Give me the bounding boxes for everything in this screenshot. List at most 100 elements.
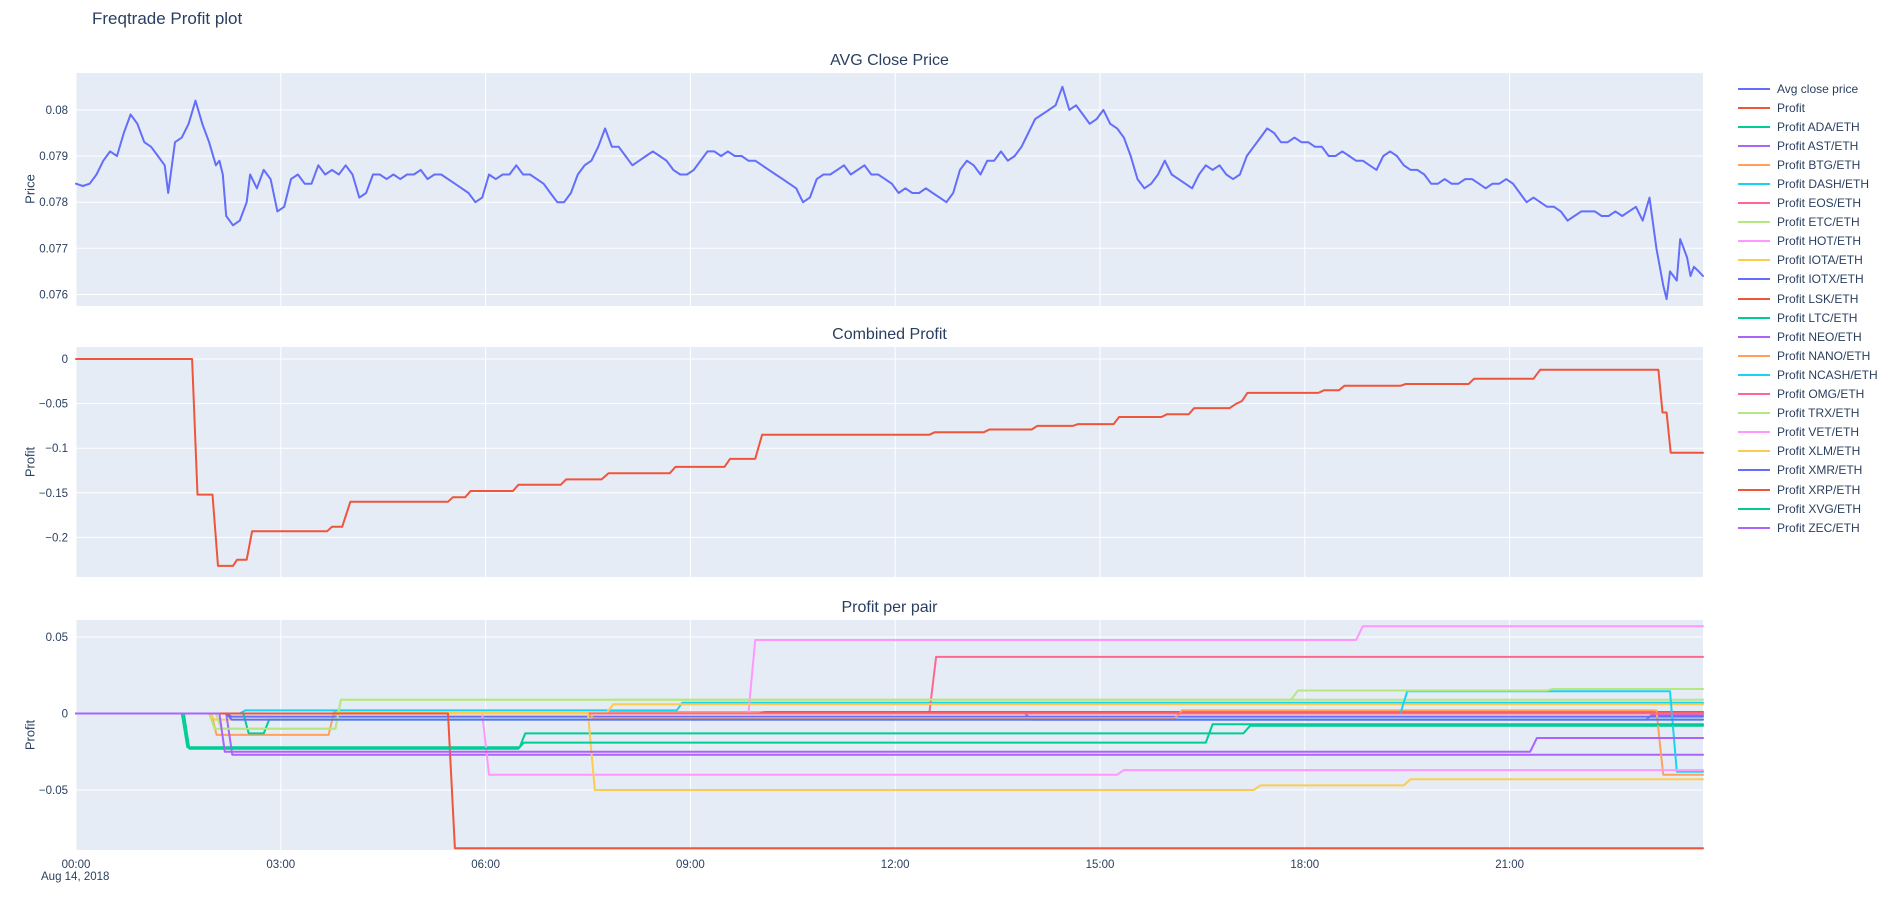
y-tick-label: −0.05 xyxy=(39,785,68,797)
legend-label: Profit EOS/ETH xyxy=(1777,196,1862,211)
legend-item-avg-close-price[interactable]: Avg close price xyxy=(1738,79,1878,98)
series-line-profit xyxy=(75,358,1704,567)
legend-label: Profit IOTA/ETH xyxy=(1777,253,1863,268)
legend-label: Profit IOTX/ETH xyxy=(1777,272,1864,287)
legend-line-swatch xyxy=(1738,393,1770,396)
legend-label: Profit XLM/ETH xyxy=(1777,444,1861,459)
legend-item-profit-omg-eth[interactable]: Profit OMG/ETH xyxy=(1738,385,1878,404)
legend-label: Profit ZEC/ETH xyxy=(1777,520,1860,535)
legend-item-profit-nano-eth[interactable]: Profit NANO/ETH xyxy=(1738,346,1878,365)
legend-line-swatch xyxy=(1738,373,1770,376)
legend-label: Profit ADA/ETH xyxy=(1777,119,1860,134)
legend-line-swatch xyxy=(1738,431,1770,434)
legend-line-swatch xyxy=(1738,469,1770,472)
x-tick-label: 09:00 xyxy=(676,859,705,871)
x-tick-label: 15:00 xyxy=(1086,859,1115,871)
legend-item-profit[interactable]: Profit xyxy=(1738,98,1878,117)
y-tick-label: 0.05 xyxy=(46,632,68,644)
legend-item-profit-neo-eth[interactable]: Profit NEO/ETH xyxy=(1738,327,1878,346)
y-tick-label: 0.076 xyxy=(39,290,68,302)
series-line-profit-xrp-eth xyxy=(75,712,1704,850)
legend-line-swatch xyxy=(1738,335,1770,338)
y-tick-label: 0.077 xyxy=(39,243,68,255)
legend-line-swatch xyxy=(1738,125,1770,128)
legend-label: Profit NEO/ETH xyxy=(1777,329,1862,344)
subplot-title-avg-close-price: AVG Close Price xyxy=(830,52,949,69)
x-tick-label: 00:00 xyxy=(62,859,91,871)
legend-item-profit-hot-eth[interactable]: Profit HOT/ETH xyxy=(1738,232,1878,251)
legend-item-profit-ncash-eth[interactable]: Profit NCASH/ETH xyxy=(1738,365,1878,384)
x-axis-date-label: Aug 14, 2018 xyxy=(41,871,110,883)
legend-item-profit-xrp-eth[interactable]: Profit XRP/ETH xyxy=(1738,480,1878,499)
series-line-profit-trx-eth xyxy=(75,688,1704,730)
legend-label: Profit BTG/ETH xyxy=(1777,157,1861,172)
legend-item-profit-zec-eth[interactable]: Profit ZEC/ETH xyxy=(1738,518,1878,537)
legend-label: Profit AST/ETH xyxy=(1777,138,1859,153)
legend-item-profit-ada-eth[interactable]: Profit ADA/ETH xyxy=(1738,117,1878,136)
y-tick-label: 0.079 xyxy=(39,151,68,163)
legend-label: Profit XVG/ETH xyxy=(1777,501,1862,516)
legend-line-swatch xyxy=(1738,163,1770,166)
legend: Avg close price Profit Profit ADA/ETH Profi… xyxy=(1738,79,1878,537)
legend-item-profit-trx-eth[interactable]: Profit TRX/ETH xyxy=(1738,404,1878,423)
legend-item-profit-btg-eth[interactable]: Profit BTG/ETH xyxy=(1738,155,1878,174)
legend-item-profit-dash-eth[interactable]: Profit DASH/ETH xyxy=(1738,174,1878,193)
legend-item-profit-iotx-eth[interactable]: Profit IOTX/ETH xyxy=(1738,270,1878,289)
legend-label: Profit NCASH/ETH xyxy=(1777,367,1878,382)
legend-label: Profit HOT/ETH xyxy=(1777,234,1862,249)
plot-background xyxy=(76,347,1703,577)
legend-item-profit-etc-eth[interactable]: Profit ETC/ETH xyxy=(1738,213,1878,232)
series-line-profit-xlm-eth xyxy=(75,712,1704,791)
legend-item-profit-xvg-eth[interactable]: Profit XVG/ETH xyxy=(1738,499,1878,518)
y-tick-label: −0.05 xyxy=(39,399,68,411)
series-line-profit-ada-eth xyxy=(75,712,1704,749)
y-tick-label: 0 xyxy=(62,709,68,721)
y-tick-label: 0.078 xyxy=(39,197,68,209)
legend-label: Profit DASH/ETH xyxy=(1777,177,1870,192)
legend-item-profit-vet-eth[interactable]: Profit VET/ETH xyxy=(1738,423,1878,442)
y-tick-label: 0.08 xyxy=(46,105,68,117)
x-tick-label: 06:00 xyxy=(471,859,500,871)
series-line-profit-zec-eth xyxy=(75,712,1704,753)
y-tick-label: −0.15 xyxy=(39,488,68,500)
legend-label: Profit XMR/ETH xyxy=(1777,463,1863,478)
legend-label: Avg close price xyxy=(1777,81,1859,96)
legend-label: Profit ETC/ETH xyxy=(1777,215,1860,230)
legend-line-swatch xyxy=(1738,240,1770,243)
plot-background xyxy=(76,620,1703,850)
legend-line-swatch xyxy=(1738,87,1770,90)
subplot-0: 0.076 0.077 0.078 0.079 0.08 xyxy=(39,73,1704,306)
legend-label: Profit NANO/ETH xyxy=(1777,348,1871,363)
legend-line-swatch xyxy=(1738,221,1770,224)
legend-item-profit-xlm-eth[interactable]: Profit XLM/ETH xyxy=(1738,442,1878,461)
legend-line-swatch xyxy=(1738,354,1770,357)
legend-label: Profit OMG/ETH xyxy=(1777,387,1865,402)
legend-item-profit-ltc-eth[interactable]: Profit LTC/ETH xyxy=(1738,308,1878,327)
legend-item-profit-eos-eth[interactable]: Profit EOS/ETH xyxy=(1738,194,1878,213)
legend-item-profit-ast-eth[interactable]: Profit AST/ETH xyxy=(1738,136,1878,155)
legend-label: Profit VET/ETH xyxy=(1777,425,1860,440)
legend-line-swatch xyxy=(1738,488,1770,491)
x-tick-label: 03:00 xyxy=(266,859,295,871)
legend-line-swatch xyxy=(1738,183,1770,186)
series-line-avg-close-price xyxy=(75,85,1704,301)
y-tick-label: 0 xyxy=(62,354,68,366)
legend-line-swatch xyxy=(1738,316,1770,319)
subplot-2: 0.05 0 −0.05 xyxy=(39,620,1704,850)
x-tick-label: 21:00 xyxy=(1495,859,1524,871)
legend-label: Profit XRP/ETH xyxy=(1777,482,1861,497)
legend-item-profit-lsk-eth[interactable]: Profit LSK/ETH xyxy=(1738,289,1878,308)
x-tick-label: 12:00 xyxy=(881,859,910,871)
subplot-title-profit-per-pair: Profit per pair xyxy=(841,599,938,616)
legend-line-swatch xyxy=(1738,144,1770,147)
legend-label: Profit LTC/ETH xyxy=(1777,310,1858,325)
legend-line-swatch xyxy=(1738,297,1770,300)
legend-label: Profit LSK/ETH xyxy=(1777,291,1859,306)
y-tick-label: −0.1 xyxy=(45,443,68,455)
legend-item-profit-xmr-eth[interactable]: Profit XMR/ETH xyxy=(1738,461,1878,480)
series-line-profit-xvg-eth xyxy=(75,712,1704,750)
y-tick-label: −0.2 xyxy=(45,532,68,544)
legend-line-swatch xyxy=(1738,507,1770,510)
legend-item-profit-iota-eth[interactable]: Profit IOTA/ETH xyxy=(1738,251,1878,270)
